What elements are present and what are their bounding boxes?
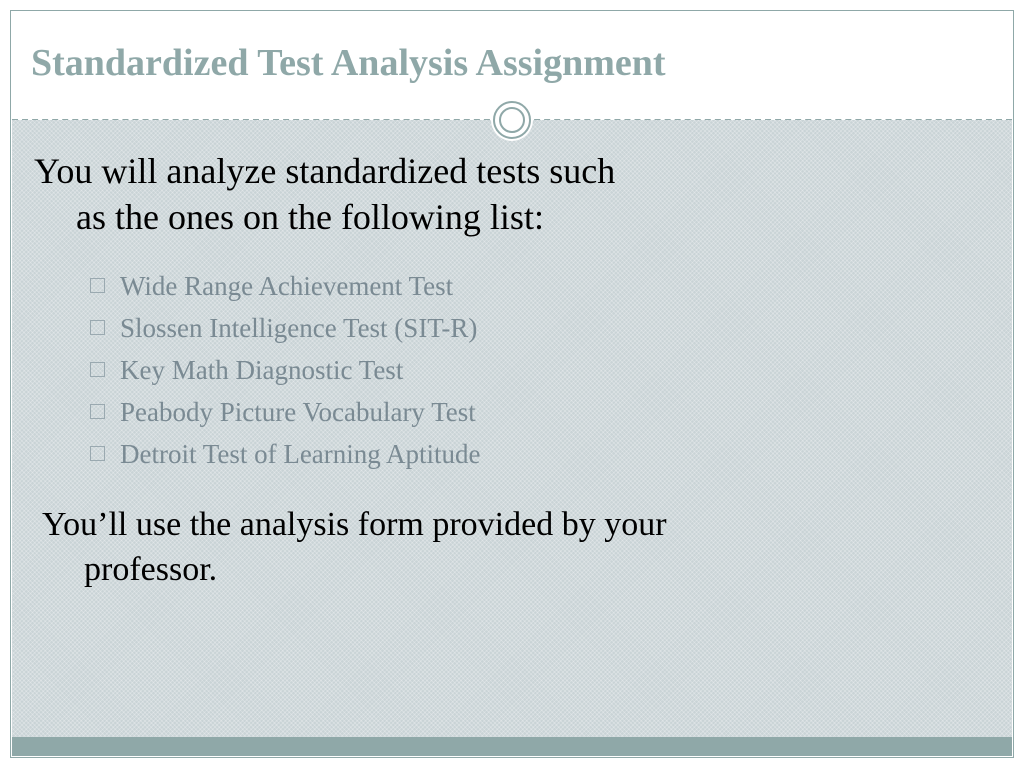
list-item-label: Key Math Diagnostic Test (120, 355, 403, 385)
list-item: Key Math Diagnostic Test (90, 350, 990, 392)
outro-paragraph: You’ll use the analysis form provided by… (34, 503, 990, 593)
intro-paragraph: You will analyze standardized tests such… (42, 148, 990, 240)
list-item-label: Detroit Test of Learning Aptitude (120, 439, 481, 469)
outro-line-2: professor. (42, 548, 990, 593)
ornament-circle-icon (491, 99, 533, 141)
bottom-accent-bar (12, 737, 1012, 756)
list-item-label: Wide Range Achievement Test (120, 271, 453, 301)
test-list: Wide Range Achievement Test Slossen Inte… (90, 266, 990, 475)
list-item: Detroit Test of Learning Aptitude (90, 434, 990, 476)
intro-line-2: as the ones on the following list: (42, 194, 990, 240)
outro-line-1: You’ll use the analysis form provided by… (42, 503, 990, 548)
slide-container: Standardized Test Analysis Assignment Yo… (10, 10, 1014, 758)
list-item: Peabody Picture Vocabulary Test (90, 392, 990, 434)
list-item-label: Peabody Picture Vocabulary Test (120, 397, 476, 427)
list-item-label: Slossen Intelligence Test (SIT-R) (120, 313, 477, 343)
intro-line-1: You will analyze standardized tests such (42, 148, 990, 194)
slide-body: You will analyze standardized tests such… (12, 120, 1012, 737)
slide-title: Standardized Test Analysis Assignment (11, 11, 1013, 85)
list-item: Wide Range Achievement Test (90, 266, 990, 308)
list-item: Slossen Intelligence Test (SIT-R) (90, 308, 990, 350)
